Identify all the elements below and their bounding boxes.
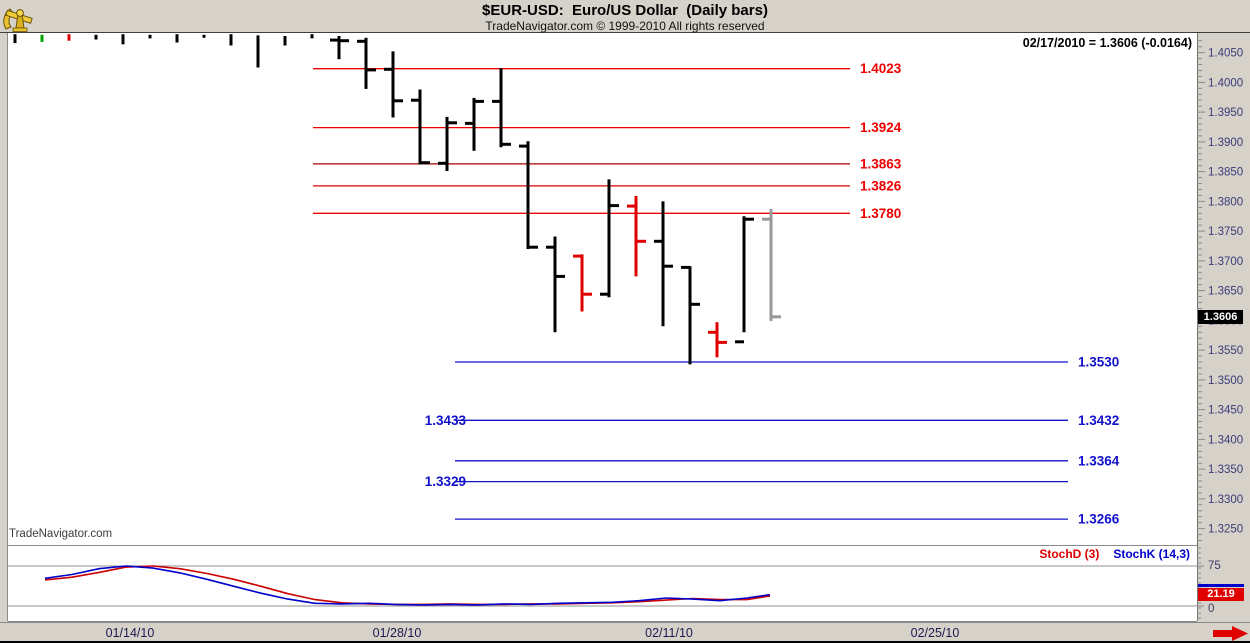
current-price-box: 1.3606 [1198, 310, 1243, 324]
price-axis-label: 1.3800 [1208, 196, 1243, 208]
price-axis-label: 1.3850 [1208, 167, 1243, 179]
main-plot-group: 1.4023 1.3924 1.3863 1.3826 1.3780 1.3530 1.34… [13, 34, 1120, 527]
stochk-value-marker [1198, 584, 1244, 587]
support-label-right-1.3266: 1.3266 [1078, 512, 1120, 527]
price-bar [330, 36, 349, 60]
price-bar [465, 97, 484, 151]
scroll-right-arrow[interactable] [1213, 626, 1249, 641]
stochk-line [44, 565, 771, 606]
price-axis-label: 1.3250 [1208, 524, 1243, 536]
resistance-label-1.3780: 1.3780 [860, 206, 901, 221]
date-axis[interactable]: 01/14/10 01/28/10 02/11/10 02/25/10 [0, 622, 1250, 642]
price-bar [627, 196, 646, 277]
price-axis: 1.4050 1.4000 1.3950 1.3900 1.3850 1.3800 1.37… [1197, 40, 1243, 619]
price-axis-label: 1.3500 [1208, 375, 1243, 387]
stoch-legend: StochD (3) StochK (14,3) [1039, 547, 1190, 561]
support-label-right-1.3364: 1.3364 [1078, 453, 1120, 468]
price-bar [357, 37, 376, 89]
resistance-label-1.3826: 1.3826 [860, 178, 902, 193]
price-bar [492, 68, 511, 148]
support-label-left-1.3329: 1.3329 [425, 474, 466, 489]
stoch-panel [8, 565, 1197, 607]
price-bar [411, 89, 430, 165]
price-axis-label: 1.3650 [1208, 286, 1243, 298]
price-bar [600, 179, 619, 298]
stochk-legend-label: StochK (14,3) [1113, 547, 1190, 561]
resistance-label-1.4023: 1.4023 [860, 61, 902, 76]
price-axis-label: 1.3750 [1208, 226, 1243, 238]
date-axis-label: 01/28/10 [372, 626, 422, 640]
sextant-logo-icon [3, 2, 37, 38]
stochd-legend-label: StochD (3) [1039, 547, 1100, 561]
resistance-label-1.3924: 1.3924 [860, 120, 902, 135]
last-bar-info: 02/17/2010 = 1.3606 (-0.0164) [1022, 36, 1192, 50]
copyright-subtitle: TradeNavigator.com © 1999-2010 All right… [485, 19, 765, 33]
chart-title: $EUR-USD: Euro/US Dollar (Daily bars) [482, 2, 768, 19]
price-bars [13, 34, 781, 365]
bottom-border [0, 641, 1250, 643]
price-axis-label: 1.3450 [1208, 405, 1243, 417]
main-plot-bg [8, 33, 1197, 545]
price-axis-label: 1.3300 [1208, 494, 1243, 506]
price-bar [681, 265, 700, 365]
price-bar [735, 216, 754, 344]
price-bar [519, 141, 538, 249]
price-axis-label: 1.3950 [1208, 107, 1243, 119]
support-label-right-1.3432: 1.3432 [1078, 413, 1119, 428]
support-label-right-1.3530: 1.3530 [1078, 355, 1119, 370]
price-bar [654, 201, 673, 327]
price-bar [546, 236, 565, 333]
stoch-axis-0-label: 0 [1208, 603, 1215, 615]
price-axis-label: 1.3400 [1208, 434, 1243, 446]
price-bar [708, 322, 727, 358]
support-label-left-1.3433: 1.3433 [425, 413, 467, 428]
price-axis-label: 1.3700 [1208, 256, 1243, 268]
price-axis-label: 1.3350 [1208, 464, 1243, 476]
price-axis-label: 1.3900 [1208, 137, 1243, 149]
resistance-label-1.3863: 1.3863 [860, 156, 902, 171]
date-axis-label: 02/11/10 [645, 626, 693, 640]
price-bar [384, 51, 403, 118]
price-bar [573, 254, 592, 312]
stoch-axis-75-label: 75 [1208, 560, 1221, 572]
price-axis-label: 1.4000 [1208, 77, 1243, 89]
date-axis-label: 01/14/10 [105, 626, 155, 640]
stoch-panel-bg [8, 546, 1197, 621]
price-bar [762, 209, 781, 321]
date-axis-label: 02/25/10 [910, 626, 960, 640]
stochk-value-badge: 21.19 [1198, 588, 1244, 601]
watermark: TradeNavigator.com [9, 528, 113, 540]
price-axis-label: 1.3550 [1208, 345, 1243, 357]
price-axis-label: 1.4050 [1208, 48, 1243, 60]
price-bar [438, 116, 457, 171]
